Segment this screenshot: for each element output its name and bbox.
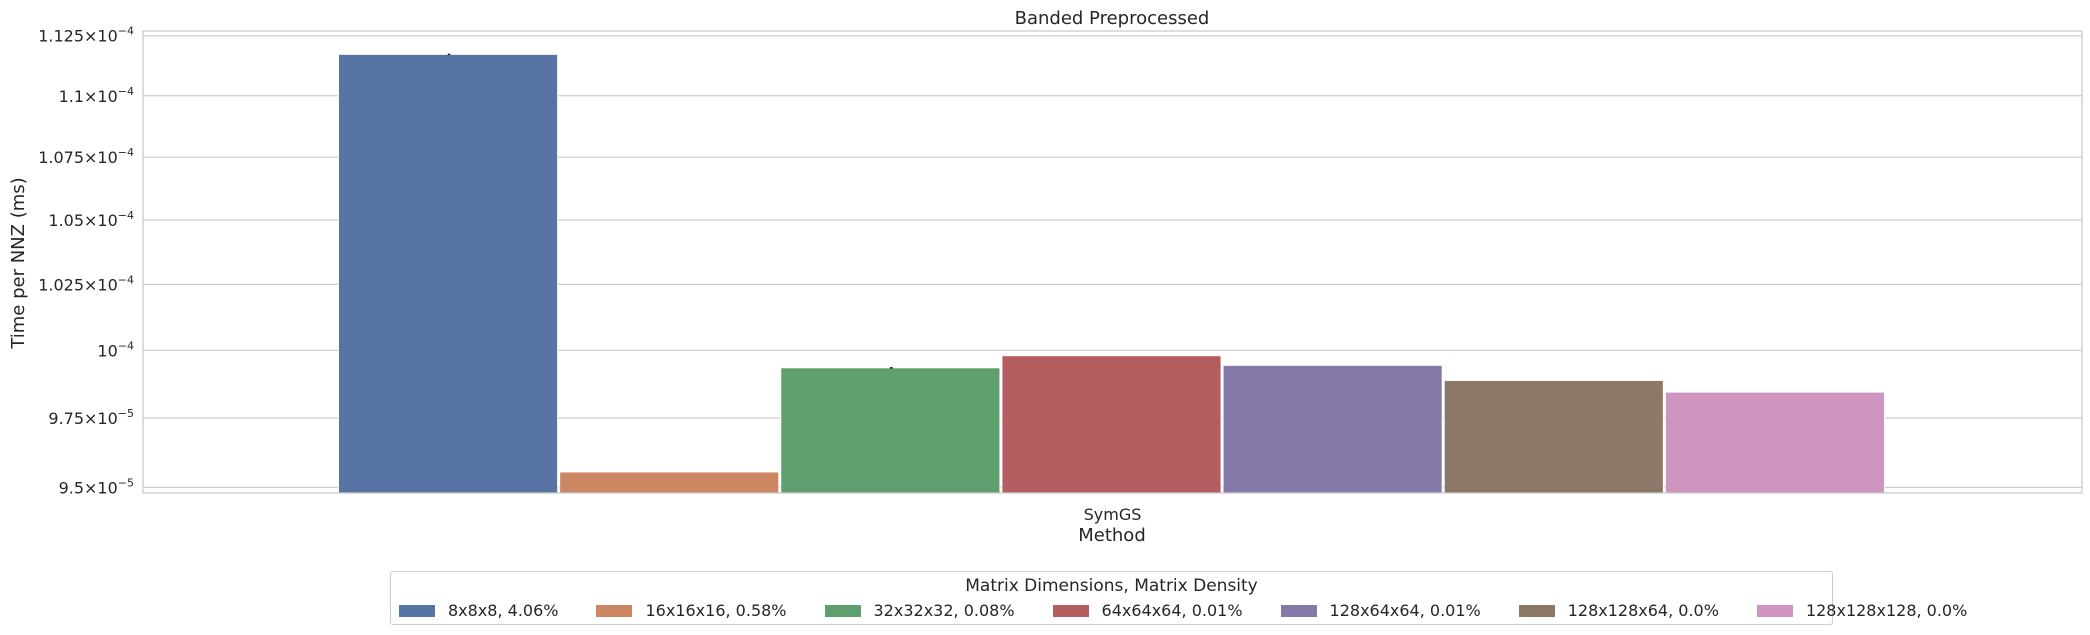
bar [1443, 379, 1664, 494]
legend-label: 8x8x8, 4.06% [448, 601, 559, 620]
legend-item: 64x64x64, 0.01% [1052, 601, 1243, 620]
legend-item: 32x32x32, 0.08% [824, 601, 1015, 620]
legend-label: 128x128x64, 0.0% [1567, 601, 1719, 620]
legend-swatch [399, 604, 435, 617]
y-tick-label: 9.75×10−5 [48, 407, 134, 428]
bar [1222, 364, 1443, 494]
legend-label: 32x32x32, 0.08% [873, 601, 1015, 620]
x-tick-labels: SymGS [1084, 505, 1142, 524]
legend-label: 16x16x16, 0.58% [645, 601, 787, 620]
legend-item: 128x64x64, 0.01% [1280, 601, 1481, 620]
bar [559, 471, 780, 494]
chart-title: Banded Preprocessed [1015, 8, 1210, 29]
legend-swatch [1518, 604, 1555, 617]
y-tick-label: 1.1×10−4 [59, 85, 134, 106]
legend: Matrix Dimensions, Matrix Density 8x8x8,… [390, 571, 1967, 625]
bar [1664, 391, 1886, 494]
y-tick-label: 1.025×10−4 [38, 273, 134, 294]
x-axis-label: Method [1078, 525, 1146, 546]
bar [780, 367, 1001, 494]
bar [1001, 355, 1222, 494]
y-tick-label: 1.05×10−4 [48, 209, 134, 230]
legend-title: Matrix Dimensions, Matrix Density [965, 576, 1258, 596]
legend-label: 128x64x64, 0.01% [1329, 601, 1481, 620]
legend-swatch [596, 604, 633, 617]
legend-item: 16x16x16, 0.58% [596, 601, 787, 620]
plot-frame [142, 30, 2083, 494]
legend-swatch [824, 604, 861, 617]
legend-item: 128x128x128, 0.0% [1756, 601, 1968, 620]
y-tick-label: 1.075×10−4 [38, 146, 134, 167]
y-tick-labels: 9.5×10−5 9.75×10−5 10−4 1.025×10−4 1.05×10−4… [38, 25, 134, 498]
y-tick-label: 9.5×10−5 [59, 476, 134, 497]
x-tick-label: SymGS [1084, 505, 1142, 524]
legend-items: 8x8x8, 4.06% 16x16x16, 0.58% 32x32x32, 0.0… [399, 601, 2005, 620]
y-axis-label: Time per NNZ (ms) [8, 177, 29, 349]
legend-label: 64x64x64, 0.01% [1101, 601, 1243, 620]
legend-item: 8x8x8, 4.06% [399, 601, 558, 620]
bars [338, 53, 1886, 494]
legend-swatch [1756, 604, 1793, 617]
legend-label: 128x128x128, 0.0% [1805, 601, 1968, 620]
bar [338, 53, 559, 494]
y-tick-label: 1.125×10−4 [38, 25, 134, 46]
legend-swatch [1280, 604, 1317, 617]
legend-swatch [1052, 604, 1089, 617]
y-tick-label: 10−4 [97, 339, 134, 360]
legend-item: 128x128x64, 0.0% [1518, 601, 1719, 620]
